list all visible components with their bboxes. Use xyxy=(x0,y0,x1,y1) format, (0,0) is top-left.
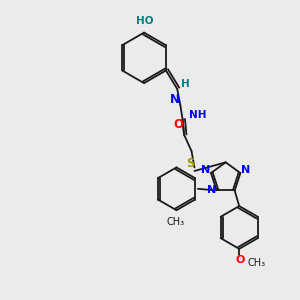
Text: N: N xyxy=(170,93,180,106)
Text: N: N xyxy=(207,185,216,195)
Text: NH: NH xyxy=(189,110,207,120)
Text: S: S xyxy=(186,158,195,170)
Text: HO: HO xyxy=(136,16,153,26)
Text: CH₃: CH₃ xyxy=(167,217,185,227)
Text: H: H xyxy=(182,80,190,89)
Text: CH₃: CH₃ xyxy=(248,258,266,268)
Text: O: O xyxy=(235,255,244,266)
Text: O: O xyxy=(174,118,184,131)
Text: N: N xyxy=(201,165,210,175)
Text: N: N xyxy=(241,165,250,175)
